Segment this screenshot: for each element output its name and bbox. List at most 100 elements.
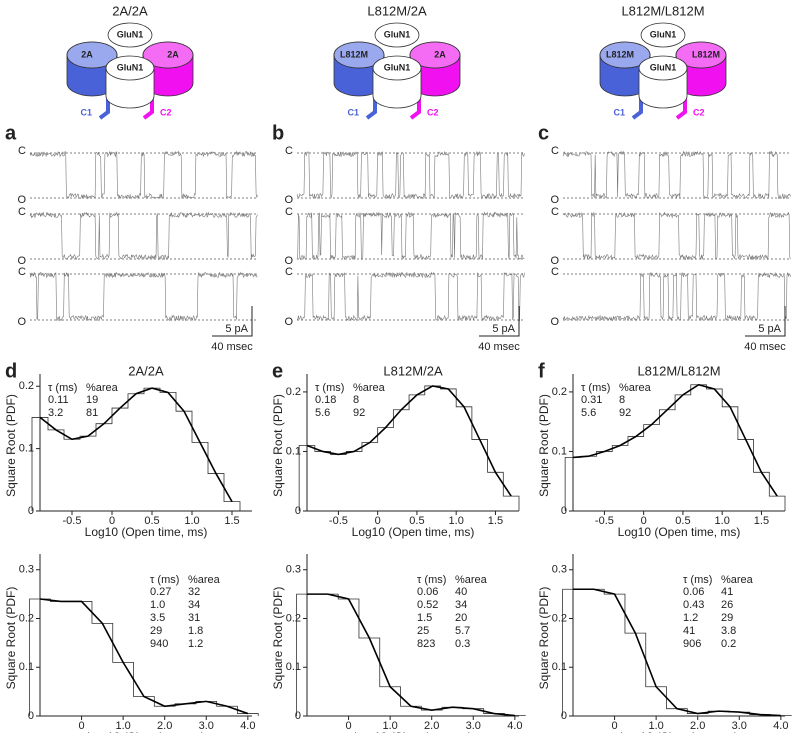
y-tick-label: 0.2 (19, 380, 34, 392)
left-top-light (599, 41, 651, 69)
axes (306, 554, 519, 717)
table-cell: 940 (150, 638, 168, 650)
x-tick-label: 4.0 (240, 720, 255, 732)
fit-curve (39, 598, 249, 715)
trace (562, 271, 791, 322)
open-label: O (550, 255, 559, 267)
x-axis-label: Log10 (Shut time, ms) (620, 730, 738, 733)
table-cell: 5.6 (581, 407, 596, 419)
table-cell: 32 (188, 586, 200, 598)
table-cell: 0.27 (150, 586, 171, 598)
closed-label: C (18, 145, 26, 157)
x-tick-label: 1.0 (115, 720, 130, 732)
table-cell: 92 (353, 407, 365, 419)
c1-label: C1 (613, 107, 625, 117)
x-tick-label: -0.5 (595, 515, 614, 527)
x-tick-label: 4.0 (773, 720, 788, 732)
open-label: O (550, 316, 559, 328)
x-tick-label: 1.5 (754, 515, 769, 527)
right-top-light (409, 41, 461, 69)
chart-title: L812M/L812M (637, 363, 720, 378)
fit-curve (39, 387, 233, 503)
y-tick-label: 0 (28, 505, 34, 517)
table-cell: 20 (455, 612, 467, 624)
table-cell: 0.18 (315, 394, 336, 406)
c1-label: C1 (80, 107, 92, 117)
table-cell: 3.8 (721, 625, 736, 637)
x-tick-label: 4.0 (507, 720, 522, 732)
table-cell: 81 (86, 407, 98, 419)
x-tick-label: 0 (109, 515, 115, 527)
c1-label: C1 (347, 107, 359, 117)
front-label: GluN1 (384, 62, 411, 72)
scale-bar (212, 306, 253, 337)
scale-current: 5 pA (492, 323, 515, 335)
right-top-light (142, 41, 194, 69)
table-cell: 823 (417, 638, 435, 650)
scale-current: 5 pA (225, 323, 248, 335)
axes (39, 554, 252, 717)
trace (29, 271, 258, 322)
x-tick-label: -0.5 (63, 515, 82, 527)
table-cell: 3.5 (150, 612, 165, 624)
trace (297, 271, 525, 322)
fit-curve (572, 383, 778, 497)
table-cell: 41 (721, 586, 733, 598)
open-label: O (17, 255, 26, 267)
trace (29, 150, 258, 200)
x-tick-label: 1.0 (382, 720, 397, 732)
y-tick-label: 0 (295, 710, 301, 722)
table-header: %area (188, 574, 221, 586)
trace (296, 150, 525, 200)
scale-time: 40 msec (478, 341, 520, 353)
open-label: O (284, 194, 293, 206)
table-header: %area (455, 574, 488, 586)
y-tick-label: 0.3 (19, 564, 34, 576)
x-tick-label: 3.0 (466, 720, 481, 732)
x-axis-label: Log10 (Open time, ms) (85, 525, 208, 539)
x-tick-label: 0.5 (675, 515, 690, 527)
panel-letter: d (5, 360, 17, 382)
right-label: 2A (434, 49, 446, 59)
panel-letter: b (272, 122, 284, 144)
axes (39, 374, 252, 512)
table-cell: 0.06 (417, 586, 438, 598)
table-cell: 5.7 (455, 625, 470, 637)
x-tick-label: -0.5 (329, 515, 348, 527)
table-cell: 26 (721, 599, 733, 611)
x-tick-label: 2.0 (157, 720, 172, 732)
y-tick-label: 0.2 (19, 612, 34, 624)
open-label: O (17, 316, 26, 328)
y-tick-label: 0.1 (286, 661, 301, 673)
x-tick-label: 1.0 (449, 515, 464, 527)
x-tick-label: 1.0 (648, 720, 663, 732)
table-cell: 5.6 (315, 407, 330, 419)
table-header: %area (353, 382, 386, 394)
x-tick-label: 1.5 (488, 515, 503, 527)
table-cell: 3.2 (48, 407, 63, 419)
x-tick-label: 3.0 (199, 720, 214, 732)
table-header: τ (ms) (48, 382, 77, 394)
table-cell: 8 (353, 394, 359, 406)
table-cell: 1.2 (683, 612, 698, 624)
right-label: 2A (167, 49, 179, 59)
closed-label: C (285, 266, 293, 278)
table-cell: 0.31 (581, 394, 602, 406)
closed-label: C (285, 206, 293, 218)
panel-letter: f (538, 360, 545, 382)
y-tick-label: 0.3 (286, 564, 301, 576)
y-axis-label: Square Root (PDF) (4, 587, 18, 690)
x-tick-label: 1.0 (715, 515, 730, 527)
left-label: 2A (81, 49, 93, 59)
closed-label: C (551, 266, 559, 278)
x-tick-label: 0 (612, 720, 618, 732)
y-tick-label: 0.2 (552, 386, 567, 398)
y-axis-label: Square Root (PDF) (537, 394, 551, 497)
table-header: %area (721, 574, 754, 586)
x-tick-label: 0 (79, 720, 85, 732)
x-axis-label: Log10 (Shut time, ms) (87, 730, 205, 733)
closed-label: C (18, 206, 26, 218)
back-label: GluN1 (117, 29, 144, 39)
table-cell: 19 (86, 394, 98, 406)
